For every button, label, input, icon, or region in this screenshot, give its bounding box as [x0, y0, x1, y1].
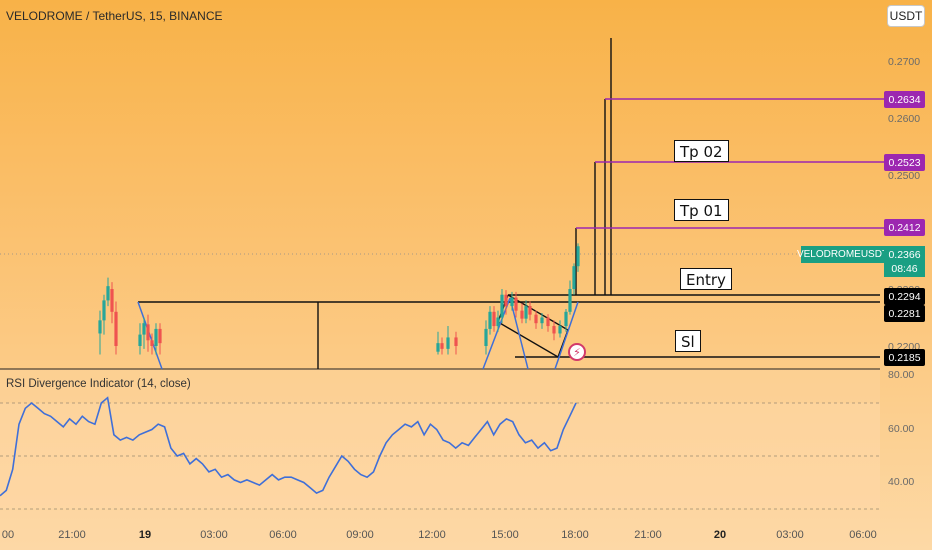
tp2-label: Tp 02	[674, 140, 729, 162]
trend-line	[509, 297, 529, 370]
price-tag-3: 0.2294	[884, 288, 925, 305]
currency-button[interactable]: USDT	[887, 5, 925, 27]
candle-body	[488, 311, 492, 329]
candle-body	[98, 320, 102, 334]
time-tick: 00	[1, 529, 15, 541]
trend-line	[554, 301, 579, 370]
price-tick: 0.2700	[888, 56, 921, 68]
candle-body	[546, 317, 550, 327]
live-symbol-tag: VELODROMEUSDT	[797, 246, 888, 263]
bull-flag-channel	[497, 294, 569, 359]
time-tick: 15:00	[491, 529, 519, 541]
candle-body	[446, 337, 450, 349]
time-tick: 18:00	[561, 529, 589, 541]
time-tick: 12:00	[418, 529, 446, 541]
symbol-title: VELODROME / TetherUS, 15, BINANCE	[6, 9, 223, 23]
rsi-tick: 40.00	[888, 476, 915, 488]
candle-body	[106, 286, 110, 301]
candle-body	[146, 324, 150, 341]
candle-body	[504, 294, 508, 307]
candle-body	[492, 311, 496, 327]
rsi-tick: 60.00	[888, 423, 915, 435]
rsi-tick: 80.00	[888, 369, 915, 381]
candle-body	[552, 326, 556, 334]
time-tick: 20	[713, 529, 727, 541]
price-tag-5: 0.2185	[884, 349, 925, 366]
candle-body	[484, 328, 488, 346]
candle-body	[528, 306, 532, 315]
time-tick: 06:00	[269, 529, 297, 541]
candle-body	[558, 326, 562, 334]
candle-body	[540, 317, 544, 324]
time-tick: 06:00	[849, 529, 877, 541]
candle-body	[524, 306, 528, 319]
live-price: 0.2366	[888, 248, 921, 261]
price-tick: 0.2600	[888, 113, 921, 125]
candle-body	[534, 314, 538, 324]
candle-body	[520, 310, 524, 319]
candle-body	[150, 340, 154, 346]
entry-label: Entry	[680, 268, 732, 290]
time-tick: 09:00	[346, 529, 374, 541]
time-tick: 19	[138, 529, 152, 541]
candle-body	[102, 300, 106, 321]
bar-countdown: 08:46	[891, 262, 918, 275]
sl-label: Sl	[675, 330, 701, 352]
candle-body	[138, 334, 142, 346]
price-tick: 0.2500	[888, 170, 921, 182]
trend-line	[137, 301, 163, 370]
rsi-indicator-title[interactable]: RSI Divergence Indicator (14, close)	[6, 378, 191, 390]
candle-body	[114, 311, 118, 346]
lightning-alert-icon[interactable]: ⚡	[568, 343, 586, 361]
candle-body	[454, 337, 458, 346]
candle-body	[440, 343, 444, 349]
candle-body	[436, 343, 440, 352]
price-tag-1: 0.2523	[884, 154, 925, 171]
candle-body	[568, 289, 572, 312]
candle-body	[572, 266, 576, 289]
rsi-line	[0, 396, 577, 497]
price-tag-4: 0.2281	[884, 305, 925, 322]
time-tick: 21:00	[58, 529, 86, 541]
candle-body	[142, 323, 146, 335]
candle-body	[158, 328, 162, 344]
time-tick: 03:00	[200, 529, 228, 541]
tp1-label: Tp 01	[674, 199, 729, 221]
candle-body	[576, 246, 580, 267]
candle-body	[514, 297, 518, 311]
rsi-panel-bg	[0, 369, 880, 550]
price-tag-0: 0.2634	[884, 91, 925, 108]
time-tick: 03:00	[776, 529, 804, 541]
time-tick: 21:00	[634, 529, 662, 541]
live-price-tag: 0.2366 08:46	[884, 246, 925, 277]
price-tag-2: 0.2412	[884, 219, 925, 236]
candle-body	[510, 297, 514, 307]
candle-body	[154, 328, 158, 346]
candle-body	[110, 289, 114, 312]
candle-body	[500, 294, 504, 318]
candle-body	[564, 311, 568, 327]
candle-body	[496, 317, 500, 327]
